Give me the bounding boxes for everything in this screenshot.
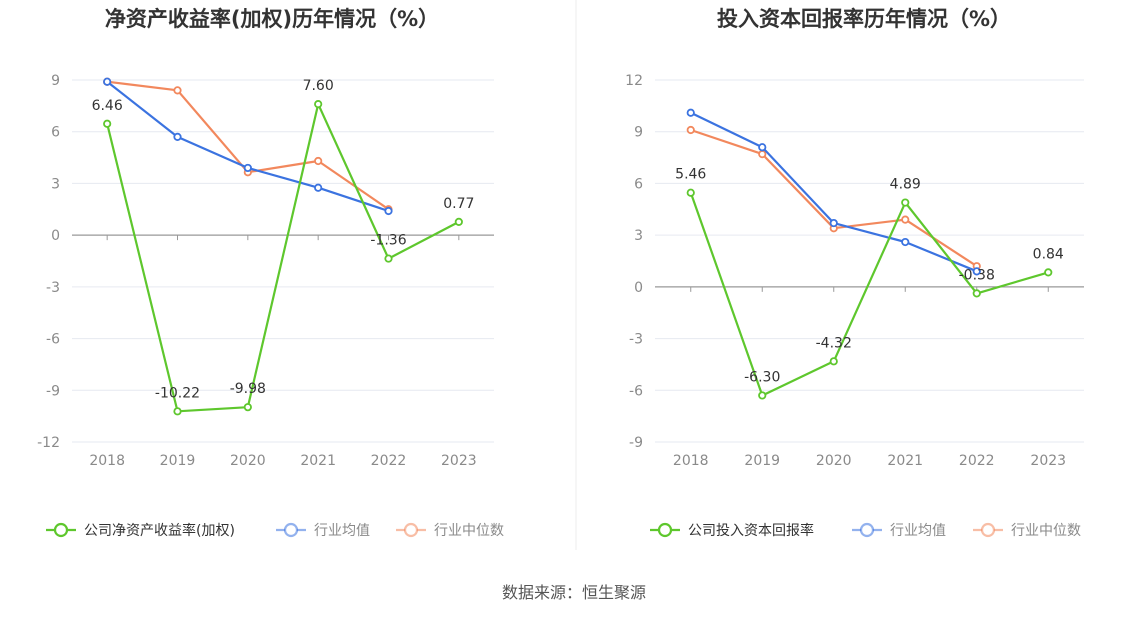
data-point bbox=[901, 198, 910, 207]
data-point bbox=[384, 254, 393, 263]
legend-marker bbox=[980, 522, 996, 538]
data-point bbox=[758, 143, 767, 152]
legend-marker bbox=[53, 522, 69, 538]
x-tick-label: 2020 bbox=[230, 453, 266, 469]
y-tick-label: -9 bbox=[629, 435, 643, 451]
data-label: -1.36 bbox=[370, 233, 406, 249]
data-point bbox=[901, 237, 910, 247]
x-tick-label: 2019 bbox=[160, 453, 196, 469]
series-line-3 bbox=[690, 128, 978, 268]
data-point bbox=[686, 188, 695, 197]
data-point bbox=[1044, 268, 1053, 277]
data-point bbox=[829, 357, 838, 366]
data-point bbox=[901, 215, 910, 224]
legend-item-2: 行业均值 bbox=[276, 522, 370, 539]
legend-item-2: 行业均值 bbox=[852, 522, 946, 539]
x-tick-label: 2018 bbox=[673, 453, 709, 469]
x-tick-label: 2018 bbox=[89, 453, 125, 469]
data-point bbox=[454, 217, 463, 226]
y-tick-label: 9 bbox=[634, 125, 643, 141]
data-label: 5.46 bbox=[675, 167, 706, 183]
legend-label: 公司净资产收益率(加权) bbox=[84, 522, 235, 539]
y-tick-label: -9 bbox=[46, 383, 60, 399]
data-point bbox=[103, 119, 112, 128]
x-tick-label: 2022 bbox=[371, 453, 407, 469]
y-tick-label: -12 bbox=[37, 435, 60, 451]
data-point bbox=[314, 100, 323, 109]
data-point bbox=[173, 86, 182, 95]
chart-title: 净资产收益率(加权)历年情况（%） bbox=[105, 7, 439, 31]
y-tick-label: -6 bbox=[629, 383, 643, 399]
data-label: 7.60 bbox=[303, 78, 334, 94]
legend-marker bbox=[657, 522, 673, 538]
data-label: 6.46 bbox=[92, 98, 123, 114]
chart-1: 净资产收益率(加权)历年情况（%） 9 6 3 0 -3 -6 -9 -12 2018 2019 20… bbox=[37, 7, 504, 539]
legend-marker bbox=[403, 522, 419, 538]
legend-label: 行业均值 bbox=[890, 523, 946, 539]
legend-marker bbox=[283, 522, 299, 538]
legend-item-3: 行业中位数 bbox=[973, 522, 1081, 539]
y-tick-label: 3 bbox=[51, 176, 60, 192]
chart-2: 投入资本回报率历年情况（%） 12 9 6 3 0 -3 -6 -9 2018 2019 2020 20… bbox=[625, 7, 1084, 539]
y-tick-label: -3 bbox=[46, 280, 60, 296]
y-tick-label: 0 bbox=[634, 280, 643, 296]
data-source: 数据来源：恒生聚源 bbox=[502, 583, 646, 602]
chart-title: 投入资本回报率历年情况（%） bbox=[717, 7, 1011, 31]
data-label: 4.89 bbox=[890, 177, 921, 193]
data-label: 0.84 bbox=[1033, 246, 1064, 262]
legend-item-3: 行业中位数 bbox=[396, 522, 504, 539]
y-tick-label: 6 bbox=[51, 125, 60, 141]
data-point bbox=[314, 183, 323, 192]
data-point bbox=[103, 77, 112, 86]
data-label: -6.30 bbox=[744, 369, 780, 385]
series-line-2 bbox=[106, 80, 389, 213]
data-label: -10.22 bbox=[155, 385, 200, 401]
data-point bbox=[686, 125, 695, 135]
data-point bbox=[243, 163, 252, 173]
legend-label: 行业中位数 bbox=[1011, 523, 1081, 539]
legend-item-1: 公司投入资本回报率 bbox=[650, 522, 814, 539]
x-tick-label: 2019 bbox=[744, 453, 780, 469]
data-label: 0.77 bbox=[443, 196, 474, 212]
series-line-3 bbox=[107, 80, 390, 211]
legend-label: 行业均值 bbox=[314, 523, 370, 539]
x-tick-label: 2023 bbox=[1030, 453, 1066, 469]
series-line-1 bbox=[689, 192, 1049, 397]
y-tick-label: 3 bbox=[634, 228, 643, 244]
series-line-2 bbox=[690, 111, 978, 273]
x-tick-label: 2021 bbox=[300, 453, 336, 469]
data-point bbox=[758, 150, 767, 159]
legend-marker bbox=[859, 522, 875, 538]
data-point bbox=[972, 289, 981, 298]
data-point bbox=[173, 132, 182, 141]
data-point bbox=[243, 403, 252, 412]
data-point bbox=[314, 156, 323, 166]
data-point bbox=[758, 391, 767, 400]
data-label: -4.32 bbox=[816, 335, 852, 351]
x-tick-label: 2021 bbox=[887, 453, 923, 469]
legend-label: 行业中位数 bbox=[434, 523, 504, 539]
y-tick-label: 12 bbox=[625, 73, 643, 89]
data-point bbox=[173, 407, 182, 416]
x-tick-label: 2023 bbox=[441, 453, 477, 469]
data-point bbox=[972, 267, 981, 276]
y-tick-label: 6 bbox=[634, 176, 643, 192]
y-tick-label: -6 bbox=[46, 332, 60, 348]
data-label: -9.98 bbox=[230, 381, 266, 397]
x-tick-label: 2020 bbox=[816, 453, 852, 469]
y-tick-label: 0 bbox=[51, 228, 60, 244]
data-label: -0.38 bbox=[959, 267, 995, 283]
data-point bbox=[686, 108, 695, 117]
y-tick-label: 9 bbox=[51, 73, 60, 89]
data-point bbox=[384, 206, 393, 216]
series-line-1 bbox=[106, 103, 460, 413]
y-tick-label: -3 bbox=[629, 332, 643, 348]
x-tick-label: 2022 bbox=[959, 453, 995, 469]
data-point bbox=[829, 218, 838, 228]
legend-item-1: 公司净资产收益率(加权) bbox=[46, 522, 235, 539]
legend-label: 公司投入资本回报率 bbox=[688, 522, 814, 539]
